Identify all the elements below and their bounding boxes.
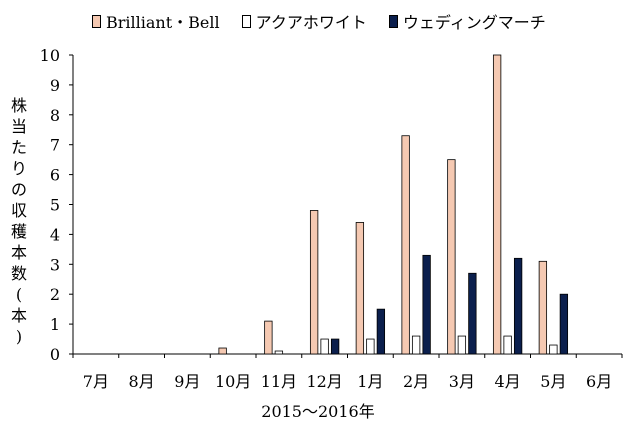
y-axis-label-char: た: [10, 138, 27, 157]
x-tick-label: 1月: [357, 372, 383, 391]
y-axis-label: 株当たりの収穫本数(本): [8, 95, 30, 347]
x-tick-label: 5月: [540, 372, 566, 391]
bar-series-1: [503, 335, 512, 355]
x-tick-label: 12月: [306, 372, 342, 391]
y-tick-label: 0: [50, 345, 60, 364]
legend-label-wedding-march: ウェディングマーチ: [402, 13, 546, 32]
bar-series-2: [468, 272, 477, 355]
bar-series-1: [411, 335, 421, 355]
bar-series-0: [538, 260, 548, 355]
x-tick-label: 7月: [83, 372, 109, 391]
y-tick-label: 10: [40, 46, 60, 65]
x-tick-label: 8月: [129, 372, 155, 391]
y-tick-label: 1: [50, 315, 60, 334]
bar-series-0: [309, 210, 319, 355]
y-axis-label-char: (: [15, 285, 23, 304]
bar-series-0: [218, 347, 227, 355]
bar-series-2: [513, 257, 523, 355]
x-axis-label: 2015～2016年: [261, 402, 375, 421]
legend-swatch-wedding-march: [388, 14, 398, 28]
y-tick-label: 3: [50, 255, 60, 274]
legend-swatch-aqua-white: [241, 14, 251, 28]
legend-swatch-brilliant-bell: [92, 14, 101, 28]
y-axis-label-char: 収: [10, 201, 27, 220]
x-tick-label: 4月: [495, 372, 521, 391]
x-tick-label: 2月: [403, 372, 429, 391]
legend-label-aqua-white: アクアホワイト: [255, 13, 367, 32]
bar-series-2: [559, 293, 569, 355]
bar-series-0: [401, 135, 410, 355]
y-tick-label: 8: [50, 106, 60, 125]
bar-series-1: [366, 338, 375, 355]
bar-series-2: [422, 254, 431, 355]
y-axis-label-char: 当: [10, 117, 27, 136]
bar-series-1: [320, 338, 329, 355]
y-axis-label-char: 本: [10, 243, 27, 262]
y-axis-label-char: 本: [10, 306, 27, 325]
legend: Brilliant・Bell アクアホワイト ウェディングマーチ: [92, 9, 568, 33]
y-axis-label-char: ): [15, 327, 23, 346]
bar-series-0: [447, 159, 456, 355]
bar-series-0: [492, 54, 502, 355]
y-axis-label-char: 穫: [10, 222, 27, 241]
y-axis-label-char: 数: [10, 264, 27, 283]
y-axis-label-char: の: [10, 180, 27, 199]
y-axis-label-char: 株: [10, 96, 27, 115]
x-tick-label: 3月: [449, 372, 475, 391]
y-tick-label: 6: [50, 166, 60, 185]
bar-series-0: [264, 320, 273, 355]
y-tick-label: 5: [50, 196, 60, 215]
bar-series-2: [330, 338, 340, 355]
y-tick-label: 2: [50, 285, 60, 304]
bar-series-1: [549, 344, 558, 355]
legend-item-brilliant-bell: Brilliant・Bell: [92, 9, 220, 33]
x-tick-label: 9月: [174, 372, 200, 391]
legend-label-brilliant-bell: Brilliant・Bell: [106, 13, 220, 32]
legend-item-aqua-white: アクアホワイト: [241, 9, 367, 33]
x-tick-label: 10月: [215, 372, 251, 391]
x-tick-label: 11月: [261, 372, 297, 391]
bar-series-1: [457, 335, 467, 355]
x-tick-label: 6月: [586, 372, 612, 391]
bar-series-2: [376, 308, 386, 355]
y-tick-label: 4: [50, 225, 60, 244]
y-tick-label: 7: [50, 136, 60, 155]
legend-item-wedding-march: ウェディングマーチ: [388, 9, 546, 33]
bar-series-1: [274, 350, 284, 355]
bar-series-0: [355, 222, 365, 355]
y-axis-label-char: り: [10, 159, 27, 178]
y-tick-label: 9: [50, 76, 60, 95]
